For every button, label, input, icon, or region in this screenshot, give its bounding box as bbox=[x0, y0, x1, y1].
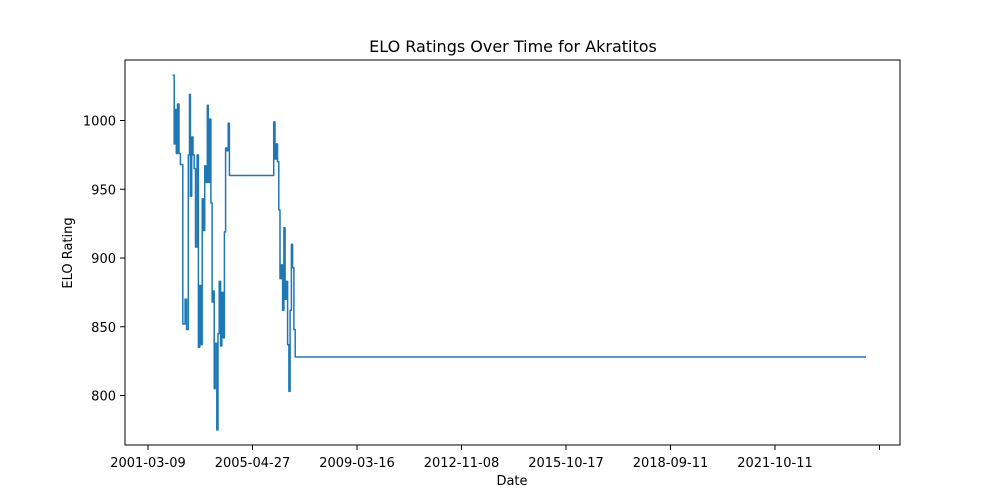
x-axis-label: Date bbox=[496, 474, 527, 489]
x-tick-label: 2005-04-27 bbox=[215, 456, 291, 471]
x-tick-label: 2001-03-09 bbox=[110, 456, 186, 471]
plot-area bbox=[124, 59, 901, 446]
series-line bbox=[172, 74, 866, 431]
y-tick-label: 800 bbox=[91, 390, 116, 405]
x-tick-label: 2012-11-08 bbox=[424, 456, 500, 471]
y-tick-label: 850 bbox=[91, 321, 116, 336]
x-tick-label: 2015-10-17 bbox=[528, 456, 604, 471]
plot-frame bbox=[124, 59, 901, 446]
y-tick-label: 900 bbox=[91, 252, 116, 267]
x-tick-label: 2009-03-16 bbox=[319, 456, 395, 471]
chart-title: ELO Ratings Over Time for Akratitos bbox=[369, 37, 657, 56]
x-tick-label: 2018-09-11 bbox=[633, 456, 709, 471]
x-tick-label: 2021-10-11 bbox=[737, 456, 813, 471]
y-axis-label: ELO Rating bbox=[61, 217, 76, 288]
y-axis: 800 850 900 950 1000 bbox=[83, 115, 125, 405]
x-axis: 2001-03-09 2005-04-27 2009-03-16 2012-11-08… bbox=[110, 445, 880, 471]
y-tick-label: 950 bbox=[91, 183, 116, 198]
y-tick-label: 1000 bbox=[83, 115, 116, 130]
